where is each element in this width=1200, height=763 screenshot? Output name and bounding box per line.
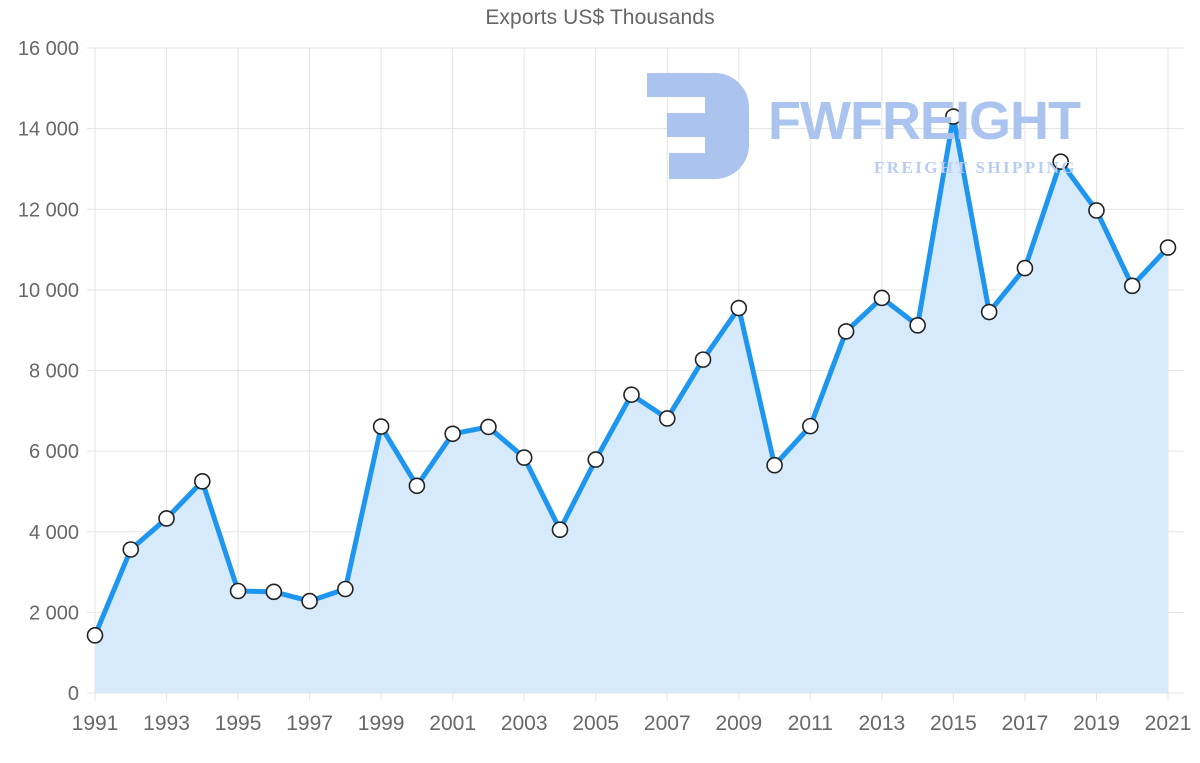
data-point-marker[interactable]	[122, 541, 140, 558]
series-area	[95, 116, 1168, 693]
data-point-marker[interactable]	[301, 592, 318, 610]
data-point-marker[interactable]	[1123, 277, 1141, 295]
data-point-marker[interactable]	[372, 418, 390, 435]
x-axis-tick-label: 1991	[72, 712, 119, 735]
x-axis-tick-label: 1997	[286, 712, 333, 735]
data-point-marker[interactable]	[587, 451, 605, 468]
data-point-marker[interactable]	[551, 521, 569, 539]
data-point-marker[interactable]	[337, 580, 354, 598]
data-point-marker[interactable]	[480, 418, 497, 436]
x-axis-tick-label: 2001	[429, 712, 476, 735]
data-point-marker[interactable]	[158, 510, 175, 527]
data-point-marker[interactable]	[837, 323, 855, 340]
x-axis-tick-label: 2017	[1002, 712, 1049, 735]
x-axis-tick-label: 2013	[859, 712, 906, 735]
x-axis-tick-label: 2009	[715, 712, 762, 735]
data-point-marker[interactable]	[658, 410, 676, 427]
data-point-marker[interactable]	[694, 351, 712, 368]
data-point-marker[interactable]	[194, 473, 211, 490]
y-axis-tick-label: 0	[68, 683, 79, 705]
x-axis-tick-label: 2003	[501, 712, 548, 735]
y-axis-tick-labels: 0 2 000 4 000 6 000 8 000 10 000 12 000 14 000 1…	[18, 38, 79, 705]
y-axis-tick-label: 12 000	[18, 199, 79, 221]
x-axis-tick-label: 1993	[143, 712, 190, 735]
data-point-marker[interactable]	[980, 303, 998, 321]
data-point-marker[interactable]	[515, 449, 533, 466]
data-point-marker[interactable]	[623, 386, 640, 403]
data-point-marker[interactable]	[1052, 153, 1069, 170]
data-point-marker[interactable]	[873, 289, 891, 307]
data-point-markers	[86, 108, 1177, 644]
y-axis-tick-label: 10 000	[18, 280, 79, 302]
y-axis-tick-label: 14 000	[18, 119, 79, 141]
data-point-marker[interactable]	[444, 425, 461, 443]
data-point-marker[interactable]	[802, 417, 819, 435]
area-fill	[95, 116, 1168, 693]
y-axis-tick-label: 8 000	[29, 361, 79, 383]
data-point-marker[interactable]	[766, 456, 783, 474]
x-axis-tick-label: 2007	[644, 712, 691, 735]
x-axis-tick-labels: 1991 1993 1995 1997 1999 2001 2003 2005 2007 2009…	[72, 712, 1192, 735]
x-axis-tick-label: 1999	[358, 712, 405, 735]
data-point-marker[interactable]	[229, 582, 247, 600]
data-point-marker[interactable]	[408, 477, 426, 495]
data-point-marker[interactable]	[1088, 202, 1105, 219]
chart-title: Exports US$ Thousands	[485, 6, 715, 29]
y-axis-tick-label: 4 000	[29, 522, 79, 544]
x-axis-tick-label: 2019	[1073, 712, 1120, 735]
x-axis-tick-label: 1995	[215, 712, 262, 735]
y-axis-tick-label: 2 000	[29, 602, 79, 624]
data-point-marker[interactable]	[730, 299, 748, 317]
x-axis-tick-label: 2015	[930, 712, 977, 735]
data-point-marker[interactable]	[1159, 239, 1177, 256]
y-axis-tick-label: 16 000	[18, 38, 79, 60]
data-point-marker[interactable]	[945, 108, 962, 125]
x-axis-tick-label: 2011	[788, 712, 833, 735]
data-point-marker[interactable]	[909, 317, 926, 334]
x-axis-tick-label: 2021	[1145, 712, 1192, 735]
x-axis-tick-label: 2005	[572, 712, 619, 735]
data-point-marker[interactable]	[265, 583, 283, 601]
data-point-marker[interactable]	[1016, 259, 1034, 277]
y-axis-tick-label: 6 000	[29, 441, 79, 463]
data-point-marker[interactable]	[86, 627, 104, 644]
